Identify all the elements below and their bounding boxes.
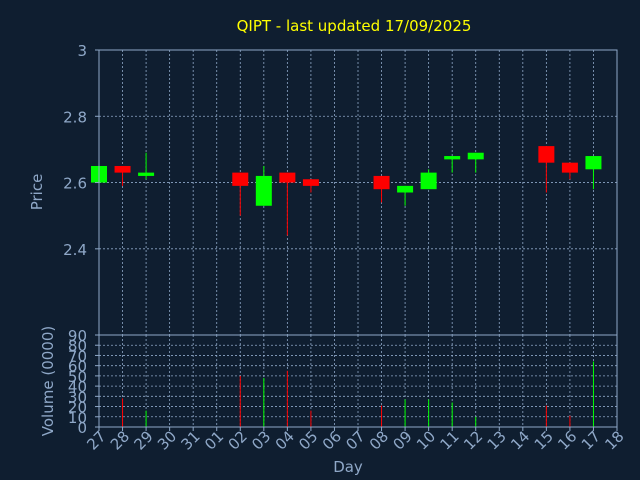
candle-body-down (114, 165, 131, 173)
x-tick-label: 03 (248, 427, 274, 453)
volume-tick-label: 60 (68, 358, 87, 376)
candle-body-up (444, 156, 461, 160)
candle-body-down (279, 172, 296, 183)
x-axis-label: Day (333, 458, 363, 476)
candle-body-down (538, 146, 555, 163)
price-grid (99, 50, 617, 335)
candle-body-down (302, 179, 319, 186)
volume-grid (99, 335, 617, 427)
price-tick-label: 2.6 (63, 175, 87, 193)
x-tick-label: 18 (601, 427, 627, 453)
x-tick-label: 11 (437, 427, 463, 453)
volume-tick-label: 50 (68, 368, 87, 386)
chart-title: QIPT - last updated 17/09/2025 (237, 17, 472, 35)
price-tick-labels: 2.4 2.6 2.8 3 (63, 42, 99, 259)
candle-body-up (138, 172, 155, 176)
price-tick-label: 2.8 (63, 108, 87, 126)
x-tick-label: 06 (319, 427, 345, 453)
candle-body-down (561, 162, 578, 173)
x-tick-label: 28 (107, 427, 133, 453)
volume-tick-label: 80 (68, 337, 87, 355)
volume-tick-label: 40 (68, 378, 87, 396)
volume-bars (122, 361, 594, 427)
volume-tick-label: 90 (68, 327, 87, 345)
x-tick-labels: 2728293031010203040506070809101112131415… (83, 427, 628, 454)
x-tick-label: 13 (484, 427, 510, 453)
x-tick-label: 08 (366, 427, 392, 453)
x-tick-label: 27 (83, 427, 109, 453)
x-tick-label: 05 (295, 427, 321, 453)
volume-tick-label: 70 (68, 347, 87, 365)
volume-axis-label: Volume (0000) (39, 326, 57, 436)
candle-body-down (373, 175, 390, 190)
candle-body-down (232, 172, 249, 186)
x-tick-label: 07 (342, 427, 368, 453)
x-tick-label: 16 (554, 427, 580, 453)
price-tick-label: 3 (77, 42, 87, 60)
price-panel-frame (98, 49, 618, 336)
candle-body-up (420, 172, 437, 190)
x-tick-label: 12 (460, 427, 486, 453)
candle-body-up (397, 185, 414, 193)
x-tick-label: 10 (413, 427, 439, 453)
x-tick-label: 14 (507, 427, 533, 453)
price-tick-label: 2.4 (63, 241, 87, 259)
volume-tick-label: 20 (68, 399, 87, 417)
x-tick-label: 17 (578, 427, 604, 453)
x-tick-label: 09 (389, 427, 415, 453)
x-tick-label: 30 (154, 427, 180, 453)
price-axis-label: Price (28, 174, 46, 211)
x-tick-label: 02 (225, 427, 251, 453)
candle-body-up (255, 175, 272, 206)
volume-tick-label: 30 (68, 388, 87, 406)
volume-tick-label: 0 (77, 419, 87, 437)
x-tick-label: 31 (178, 427, 204, 453)
candle-body-up (467, 152, 484, 160)
x-tick-label: 15 (531, 427, 557, 453)
volume-tick-label: 10 (68, 409, 87, 427)
x-tick-label: 29 (130, 427, 156, 453)
x-tick-label: 04 (272, 427, 298, 453)
candles (91, 146, 602, 236)
x-tick-label: 01 (201, 427, 227, 453)
candle-body-up (585, 156, 602, 170)
